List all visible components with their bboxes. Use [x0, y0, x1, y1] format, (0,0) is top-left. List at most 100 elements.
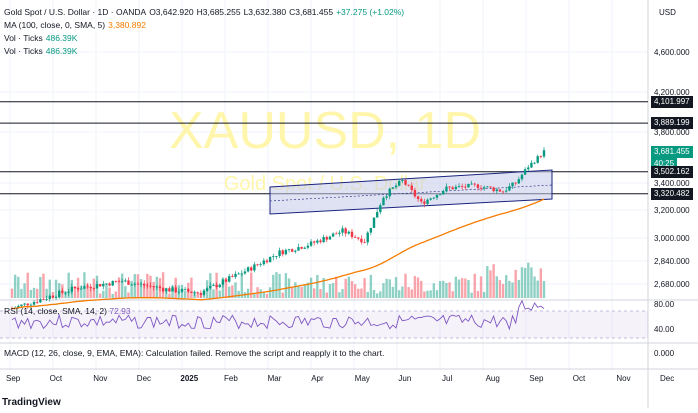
volume-bar: [70, 279, 74, 298]
vol2-label[interactable]: Vol · Ticks: [4, 46, 43, 56]
volume-bar: [196, 293, 199, 298]
volume-bar: [64, 291, 67, 298]
volume-bar: [177, 285, 181, 298]
tradingview-logo[interactable]: TradingView: [2, 397, 61, 408]
volume-bar: [152, 281, 155, 298]
volume-bar: [344, 278, 347, 298]
candle-body: [171, 287, 174, 292]
candle-body: [139, 283, 143, 285]
volume-bar: [54, 279, 58, 298]
volume-bar: [432, 283, 436, 298]
volume-bar: [290, 286, 294, 298]
candle-body: [17, 306, 20, 308]
volume-bar: [165, 290, 168, 298]
rsi-band: [0, 311, 648, 338]
volume-bar: [23, 283, 26, 298]
volume-bar: [237, 290, 240, 298]
volume-bar: [268, 287, 272, 298]
candle-body: [316, 240, 319, 243]
rsi-legend[interactable]: RSI (14, close, SMA, 14, 2) 72.93: [4, 306, 131, 316]
volume-bar: [508, 280, 511, 298]
volume-bar: [139, 279, 143, 298]
volume-bar: [48, 279, 51, 298]
price-axis-tick: 3,000.000: [654, 234, 690, 243]
candle-body: [300, 247, 303, 249]
candle-body: [83, 286, 86, 289]
volume-bar: [454, 276, 458, 298]
candle-body: [328, 236, 332, 240]
volume-bar: [275, 272, 278, 298]
volume-bar: [89, 288, 92, 298]
volume-bar: [102, 290, 105, 298]
volume-bar: [105, 283, 108, 298]
candle-body: [533, 162, 536, 164]
candle-body: [451, 187, 454, 190]
volume-bar: [542, 281, 546, 298]
candle-body: [165, 288, 168, 292]
candle-body: [404, 180, 407, 185]
candle-body: [35, 301, 39, 303]
candle-body: [520, 174, 524, 180]
open-value: O3,642.920: [149, 7, 194, 17]
candle-body: [67, 291, 70, 293]
volume-bar: [385, 278, 388, 298]
volume-bar: [505, 275, 508, 298]
volume-bar: [539, 268, 543, 298]
volume-bar: [73, 286, 77, 298]
volume-bar: [42, 273, 45, 298]
rsi-label-text[interactable]: RSI (14, close, SMA, 14, 2): [4, 306, 107, 316]
vol1-label[interactable]: Vol · Ticks: [4, 33, 43, 43]
volume-bar: [319, 289, 322, 298]
time-axis-label: Apr: [311, 374, 324, 383]
ma-line: [11, 198, 545, 310]
candle-body: [530, 162, 533, 168]
volume-bar: [498, 280, 502, 298]
candle-body: [489, 186, 492, 188]
candle-body: [111, 280, 114, 286]
candle-body: [347, 231, 351, 234]
volume-bar: [127, 292, 130, 298]
ma-label[interactable]: MA (100, close, 0, SMA, 5): [4, 20, 106, 30]
candle-body: [108, 283, 111, 286]
volume-bar: [322, 277, 325, 298]
candle-body: [445, 186, 448, 192]
price-level-tag: 3,681.455: [651, 146, 693, 158]
candle-body: [105, 283, 108, 285]
candle-body: [209, 285, 212, 289]
candle-body: [212, 284, 215, 286]
volume-bar: [357, 288, 360, 298]
volume-bar: [130, 280, 133, 298]
volume-bar: [375, 293, 379, 298]
candle-body: [482, 187, 486, 189]
candle-body: [294, 250, 297, 252]
macd-legend[interactable]: MACD (12, 26, close, 9, EMA, EMA): Calcu…: [4, 348, 385, 358]
volume-bar: [61, 284, 64, 298]
price-level-tag: 3,889.199: [651, 117, 693, 130]
time-axis-label: Dec: [137, 374, 151, 383]
volume-bar: [536, 280, 539, 298]
volume-bar: [464, 278, 467, 298]
volume-bar: [281, 292, 284, 298]
candle-body: [309, 241, 313, 246]
candle-body: [136, 283, 140, 285]
volume-bar: [457, 279, 461, 298]
volume-bar: [495, 276, 498, 298]
candle-body: [372, 217, 376, 228]
candle-body: [306, 245, 310, 248]
volume-bar: [413, 276, 417, 298]
volume-bar: [35, 288, 39, 298]
volume-bar: [300, 286, 303, 298]
volume-bar: [155, 276, 159, 298]
candle-body: [262, 260, 266, 265]
candle-body: [240, 273, 243, 275]
candle-body: [253, 264, 256, 271]
time-axis-label: Oct: [573, 374, 586, 383]
volume-bar: [180, 284, 184, 298]
candle-body: [234, 273, 237, 277]
symbol-title[interactable]: Gold Spot / U.S. Dollar · 1D · OANDA: [4, 7, 147, 17]
candle-body: [89, 286, 92, 289]
candle-body: [435, 194, 439, 198]
volume-bar: [146, 273, 149, 298]
